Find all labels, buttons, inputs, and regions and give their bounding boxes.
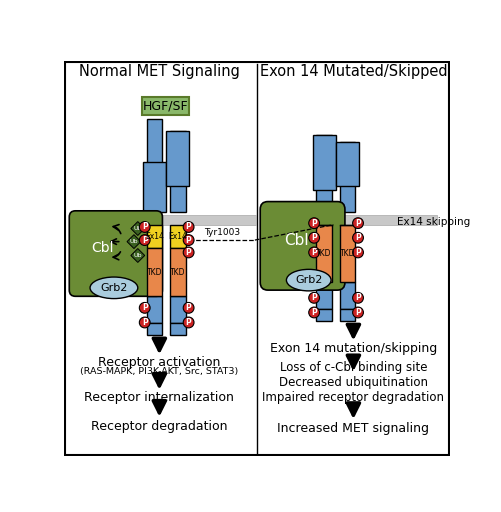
Circle shape [309,307,320,318]
Text: P: P [311,308,317,317]
Text: P: P [355,248,361,257]
Text: Receptor activation: Receptor activation [98,356,220,369]
Circle shape [139,303,150,313]
Circle shape [139,222,150,232]
Text: Normal MET Signaling: Normal MET Signaling [79,64,240,79]
Text: Ex14: Ex14 [168,232,187,241]
Bar [317,225,332,283]
Text: P: P [186,303,191,312]
Bar [317,283,332,309]
Text: Cbl: Cbl [284,232,309,248]
Text: P: P [142,223,148,231]
Bar [147,323,162,335]
Polygon shape [131,248,145,263]
Polygon shape [131,222,145,236]
Text: Receptor degradation: Receptor degradation [91,420,227,433]
Text: Ex14: Ex14 [145,232,164,241]
Bar [317,135,332,211]
Circle shape [309,292,320,303]
FancyBboxPatch shape [69,211,162,296]
Polygon shape [127,234,141,248]
Text: P: P [142,318,148,327]
Circle shape [353,218,363,228]
Text: P: P [311,293,317,302]
Bar [143,162,166,211]
Bar [170,296,185,323]
Text: P: P [355,308,361,317]
Text: Grb2: Grb2 [295,275,323,285]
Circle shape [183,234,194,245]
Bar [170,131,185,211]
Text: HGF/SF: HGF/SF [143,100,188,113]
Circle shape [309,247,320,258]
Bar [170,248,185,296]
Text: P: P [311,248,317,257]
Bar [87,216,257,225]
Bar [336,142,359,186]
Bar [313,135,336,190]
Text: TKD: TKD [317,249,332,259]
Text: P: P [311,219,317,228]
Text: Cbl: Cbl [91,241,114,255]
Bar [147,225,162,248]
Text: Increased MET signaling: Increased MET signaling [278,422,429,435]
Text: Exon 14 Mutated/Skipped: Exon 14 Mutated/Skipped [260,64,447,79]
Text: TKD: TKD [147,268,162,277]
FancyBboxPatch shape [260,202,345,290]
Text: Receptor internalization: Receptor internalization [85,392,234,404]
Bar [147,248,162,296]
Text: Tyr1003: Tyr1003 [204,228,240,237]
Bar [340,225,355,283]
Text: P: P [186,223,191,231]
Text: TKD: TKD [170,268,185,277]
Circle shape [353,307,363,318]
Ellipse shape [90,277,138,298]
Circle shape [183,247,194,258]
Bar [147,119,162,211]
Text: P: P [355,293,361,302]
Text: P: P [142,303,148,312]
Text: Ex14 skipping: Ex14 skipping [396,217,470,227]
Ellipse shape [287,269,331,291]
Text: P: P [186,236,191,245]
Circle shape [183,317,194,328]
Circle shape [139,317,150,328]
Text: Ub: Ub [134,226,142,231]
Text: P: P [186,248,191,257]
Text: TKD: TKD [340,249,355,259]
Text: P: P [311,233,317,242]
Bar [147,296,162,323]
Circle shape [139,234,150,245]
Circle shape [353,247,363,258]
Bar [340,309,355,321]
Circle shape [309,218,320,228]
Bar [317,309,332,321]
Text: Ub: Ub [130,239,138,244]
Circle shape [353,232,363,243]
Text: Grb2: Grb2 [100,283,128,293]
Circle shape [183,303,194,313]
Circle shape [353,292,363,303]
Text: P: P [355,219,361,228]
Text: P: P [186,318,191,327]
Text: (RAS-MAPK, PI3K-AKT, Src, STAT3): (RAS-MAPK, PI3K-AKT, Src, STAT3) [80,367,238,376]
Bar [170,225,185,248]
Text: P: P [142,236,148,245]
Text: Loss of c-Cbl binding site
Decreased ubiquitination
Impaired receptor degradatio: Loss of c-Cbl binding site Decreased ubi… [263,361,444,404]
Bar [340,283,355,309]
Bar [166,131,189,186]
Circle shape [309,232,320,243]
Bar [142,97,188,115]
Circle shape [183,222,194,232]
Bar [170,323,185,335]
Text: Exon 14 mutation/skipping: Exon 14 mutation/skipping [270,342,437,355]
Bar [268,216,437,225]
Text: P: P [355,233,361,242]
Bar [340,142,355,211]
Text: Ub: Ub [134,253,142,258]
